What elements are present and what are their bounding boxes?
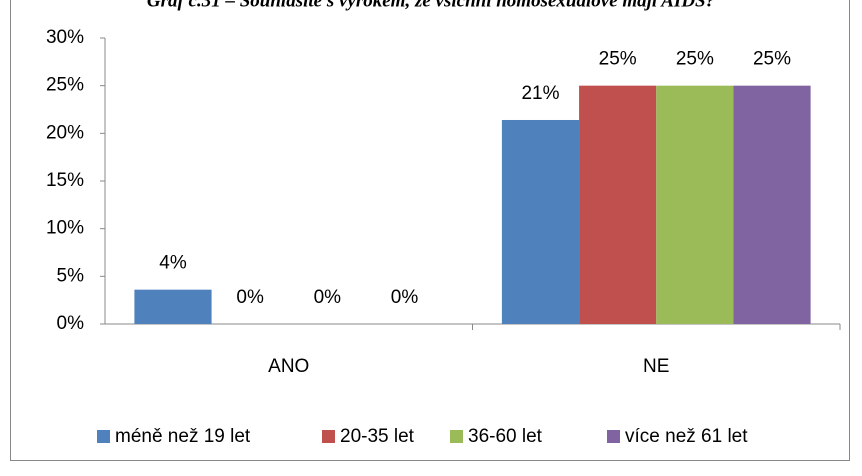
legend-swatch: [97, 430, 110, 443]
y-tick-label: 0%: [57, 313, 85, 334]
data-label: 0%: [314, 287, 342, 308]
data-label: 0%: [391, 287, 419, 308]
chart-title: Graf č.31 – Souhlasíte s výrokem, že vši…: [147, 0, 715, 11]
data-label: 4%: [159, 253, 187, 274]
legend-swatch: [607, 430, 620, 443]
legend-swatch: [450, 430, 463, 443]
y-tick-label: 15%: [46, 170, 84, 191]
y-tick-label: 30%: [46, 27, 84, 48]
data-label: 0%: [236, 287, 264, 308]
x-tick-label: ANO: [268, 356, 309, 377]
data-label: 25%: [676, 49, 714, 70]
legend-label: více než 61 let: [625, 426, 748, 447]
y-tick-label: 5%: [57, 265, 85, 286]
legend-swatch: [322, 430, 335, 443]
x-tick-label: NE: [643, 356, 669, 377]
data-label: 21%: [521, 83, 559, 104]
bar: [733, 85, 811, 325]
bar: [579, 85, 657, 325]
y-tick-label: 20%: [46, 122, 84, 143]
bar: [134, 289, 212, 324]
data-label: 25%: [599, 49, 637, 70]
data-label: 25%: [753, 49, 791, 70]
bar: [501, 119, 580, 324]
y-tick-label: 10%: [46, 218, 84, 239]
legend-label: méně než 19 let: [115, 426, 251, 447]
legend-label: 36-60 let: [468, 426, 543, 447]
bar: [656, 85, 734, 325]
legend-label: 20-35 let: [340, 426, 415, 447]
y-tick-label: 25%: [46, 75, 84, 96]
